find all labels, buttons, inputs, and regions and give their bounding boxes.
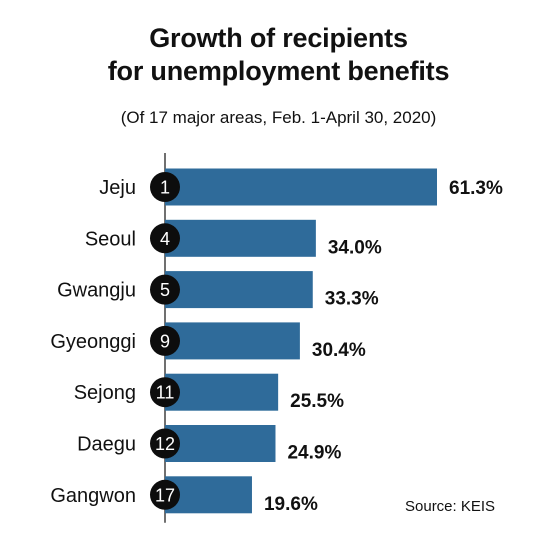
category-label: Seoul [85, 228, 136, 250]
chart-title-line-1: Growth of recipients [149, 23, 408, 53]
rank-label: 5 [160, 280, 170, 300]
value-label: 24.9% [287, 443, 341, 464]
rank-label: 1 [160, 178, 170, 198]
rank-badge [150, 479, 180, 510]
chart-title: Growth of recipients for unemployment be… [0, 22, 557, 88]
category-label: Sejong [74, 382, 136, 404]
bar-sejong [165, 373, 279, 411]
category-label: Daegu [77, 434, 136, 456]
bar-daegu [165, 425, 276, 462]
rank-badge [150, 223, 180, 254]
chart-title-line-2: for unemployment benefits [107, 56, 450, 86]
rank-label: 9 [160, 331, 170, 351]
value-label: 25.5% [290, 391, 344, 412]
bar-seoul [165, 219, 316, 257]
source-note: Source: KEIS [405, 498, 496, 515]
category-label: Gwangju [57, 280, 136, 302]
rank-badge [150, 377, 180, 408]
category-label: Gyeonggi [50, 331, 136, 353]
rank-badge [150, 428, 180, 459]
category-label: Jeju [99, 177, 136, 199]
value-label: 61.3% [449, 178, 503, 199]
chart-subtitle: (Of 17 major areas, Feb. 1-April 30, 202… [120, 108, 437, 127]
rank-label: 11 [156, 383, 175, 403]
category-label: Gangwon [50, 485, 136, 507]
bar-jeju [165, 168, 437, 206]
rank-label: 4 [160, 229, 170, 249]
value-label: 30.4% [312, 340, 366, 361]
value-label: 34.0% [328, 237, 382, 258]
rank-badge [150, 172, 180, 202]
value-label: 19.6% [264, 494, 318, 515]
bar-gyeonggi [165, 322, 300, 360]
value-label: 33.3% [325, 289, 379, 310]
rank-label: 12 [155, 434, 175, 454]
rank-badge [150, 274, 180, 305]
bar-gwangju [165, 271, 313, 309]
rank-label: 17 [155, 485, 175, 505]
rank-badge [150, 325, 180, 356]
